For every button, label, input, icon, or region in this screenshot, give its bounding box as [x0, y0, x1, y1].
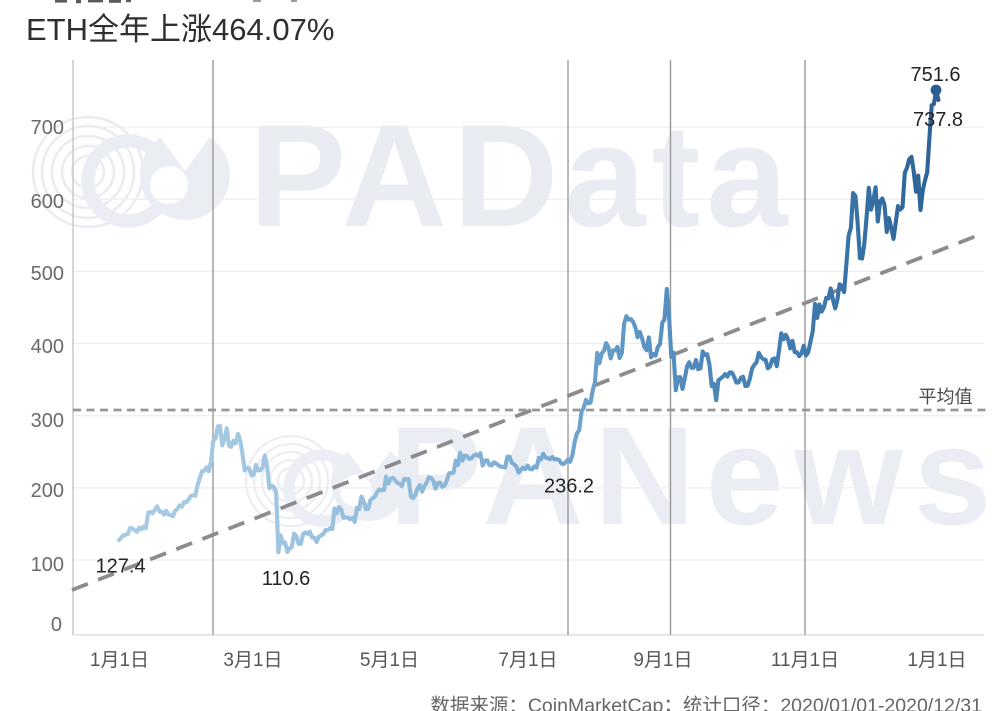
- svg-text:ETH全年上涨464.07%: ETH全年上涨464.07%: [26, 12, 334, 47]
- svg-text:127.4: 127.4: [96, 556, 146, 578]
- svg-text:700: 700: [31, 117, 64, 139]
- svg-text:9月1日: 9月1日: [633, 650, 692, 671]
- svg-text:平均值: 平均值: [919, 387, 973, 407]
- svg-text:236.2: 236.2: [544, 476, 594, 498]
- svg-text:数据来源：CoinMarketCap；统计口径：2020/0: 数据来源：CoinMarketCap；统计口径：2020/01/01-2020/…: [430, 695, 982, 711]
- svg-text:7月1日: 7月1日: [498, 650, 557, 671]
- svg-text:300: 300: [31, 410, 64, 432]
- svg-text:11月1日: 11月1日: [771, 650, 839, 671]
- svg-text:400: 400: [31, 336, 64, 358]
- svg-text:5月1日: 5月1日: [360, 650, 419, 671]
- svg-text:500: 500: [31, 263, 64, 285]
- svg-text:100: 100: [31, 554, 64, 576]
- svg-text:110.6: 110.6: [262, 568, 311, 590]
- svg-text:PANews: PANews: [389, 397, 1000, 554]
- svg-text:751.6: 751.6: [910, 64, 960, 86]
- svg-text:PAData: PAData: [249, 94, 793, 257]
- svg-text:200: 200: [31, 480, 64, 502]
- svg-text:0: 0: [51, 614, 62, 636]
- svg-text:600: 600: [31, 191, 64, 213]
- svg-text:3月1日: 3月1日: [223, 650, 282, 671]
- svg-text:1月1日: 1月1日: [90, 650, 149, 671]
- svg-text:737.8: 737.8: [913, 109, 963, 131]
- svg-text:1月1日: 1月1日: [907, 650, 966, 671]
